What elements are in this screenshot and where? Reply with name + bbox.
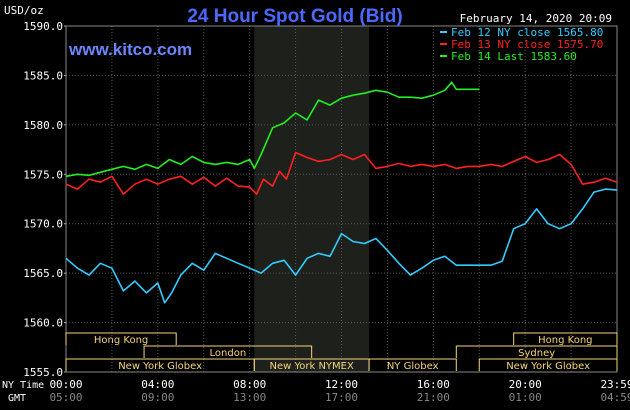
session-bar [513, 332, 618, 345]
unit-label: USD/oz [4, 4, 44, 17]
session-label: New York Globex [506, 361, 590, 372]
session-label: Hong Kong [94, 335, 148, 346]
x-tick-label-gmt: 01:00 [509, 391, 542, 404]
y-tick-label: 1555.0 [23, 366, 63, 379]
session-bar [65, 332, 177, 345]
session-bar [478, 358, 618, 371]
session-label: Hong Kong [538, 335, 592, 346]
series-line-1 [65, 188, 618, 304]
session-label: Sydney [518, 348, 555, 359]
ny-time-label: NY Time [2, 380, 44, 391]
legend-entry: Feb 12 NY close 1565.80 [451, 26, 603, 39]
y-tick-label: 1560.0 [23, 317, 63, 330]
gmt-label: GMT [8, 393, 26, 404]
x-tick-label-gmt: 13:00 [233, 391, 266, 404]
y-tick-label: 1585.0 [23, 69, 63, 82]
x-tick-label-ny: 12:00 [325, 378, 358, 391]
x-tick-label-ny: 23:59 [600, 378, 630, 391]
x-tick-label-gmt: 21:00 [417, 391, 450, 404]
session-bar [368, 358, 457, 371]
legend-entry: Feb 14 Last 1583.60 [451, 50, 577, 63]
x-tick-label-gmt: 17:00 [325, 391, 358, 404]
session-label: London [210, 348, 247, 359]
x-tick-label-gmt: 09:00 [141, 391, 174, 404]
x-tick-label-gmt: 04:59 [600, 391, 630, 404]
x-tick-label-ny: 04:00 [141, 378, 174, 391]
website-label: www.kitco.com [68, 40, 192, 59]
session-bar [143, 345, 313, 358]
session-label: NY Globex [387, 361, 439, 372]
y-tick-label: 1565.0 [23, 267, 63, 280]
series-line-2 [65, 151, 618, 195]
y-tick-label: 1580.0 [23, 119, 63, 132]
x-tick-label-ny: 16:00 [417, 378, 450, 391]
x-tick-label-ny: 08:00 [233, 378, 266, 391]
timestamp: February 14, 2020 20:09 [460, 12, 612, 25]
y-tick-label: 1570.0 [23, 218, 63, 231]
legend-entry: Feb 13 NY close 1575.70 [451, 38, 603, 51]
session-bar [455, 345, 618, 358]
x-tick-label-gmt: 05:00 [49, 391, 82, 404]
y-tick-label: 1590.0 [23, 20, 63, 33]
nymex-highlight-band [254, 26, 370, 372]
session-label: New York NYMEX [269, 361, 354, 372]
series-line-3 [65, 81, 480, 178]
session-label: New York Globex [118, 361, 202, 372]
x-tick-label-ny: 20:00 [509, 378, 542, 391]
chart-title: 24 Hour Spot Gold (Bid) [187, 6, 402, 27]
plot-border [65, 25, 618, 373]
x-tick-label-ny: 00:00 [49, 378, 82, 391]
y-tick-label: 1575.0 [23, 168, 63, 181]
